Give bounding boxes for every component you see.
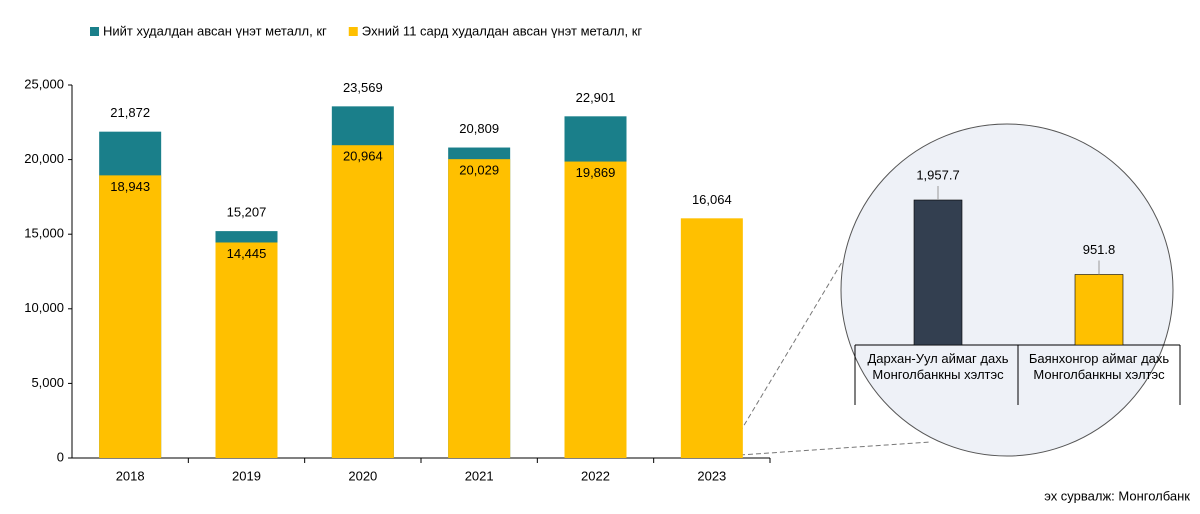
value-label: 21,872 (110, 105, 150, 120)
inset-value-label: 1,957.7 (916, 167, 959, 182)
bar (99, 175, 162, 459)
x-tick-label: 2021 (465, 468, 494, 483)
legend-swatch (90, 27, 99, 36)
inset-category-label: Дархан-Уул аймаг дахь Монголбанкны хэлтэ… (867, 351, 1009, 382)
connector (739, 261, 843, 433)
bar (331, 145, 394, 459)
value-label: 20,029 (459, 163, 499, 178)
legend-swatch (348, 27, 358, 36)
value-label: 15,207 (227, 205, 267, 220)
inset-category-label: Баянхонгор аймаг дахь Монголбанкны хэлтэ… (1028, 351, 1170, 382)
inset-value-label: 951.8 (1083, 242, 1116, 257)
value-label: 16,064 (692, 192, 732, 207)
y-tick-label: 20,000 (24, 151, 64, 166)
value-label: 19,869 (576, 165, 616, 180)
bar (215, 242, 278, 458)
connector (739, 441, 931, 456)
bar (448, 159, 511, 459)
bar (564, 161, 627, 459)
x-tick-label: 2020 (348, 468, 377, 483)
value-label: 23,569 (343, 80, 383, 95)
y-tick-label: 0 (57, 449, 64, 464)
inset-bar (1074, 274, 1124, 346)
legend-label: Нийт худалдан авсан үнэт металл, кг (103, 23, 327, 38)
bar (680, 218, 743, 458)
y-tick-label: 15,000 (24, 226, 64, 241)
value-label: 14,445 (227, 246, 267, 261)
source-note: эх сурвалж: Монголбанк (1044, 488, 1190, 503)
value-label: 20,964 (343, 149, 383, 164)
value-label: 18,943 (110, 179, 150, 194)
y-tick-label: 25,000 (24, 76, 64, 91)
x-tick-label: 2019 (232, 468, 261, 483)
x-tick-label: 2023 (697, 468, 726, 483)
x-tick-label: 2022 (581, 468, 610, 483)
y-tick-label: 10,000 (24, 300, 64, 315)
y-tick-label: 5,000 (31, 375, 64, 390)
legend-label: Эхний 11 сард худалдан авсан үнэт металл… (362, 23, 643, 38)
value-label: 22,901 (576, 90, 616, 105)
x-tick-label: 2018 (116, 468, 145, 483)
value-label: 20,809 (459, 121, 499, 136)
inset-bar (913, 199, 963, 346)
